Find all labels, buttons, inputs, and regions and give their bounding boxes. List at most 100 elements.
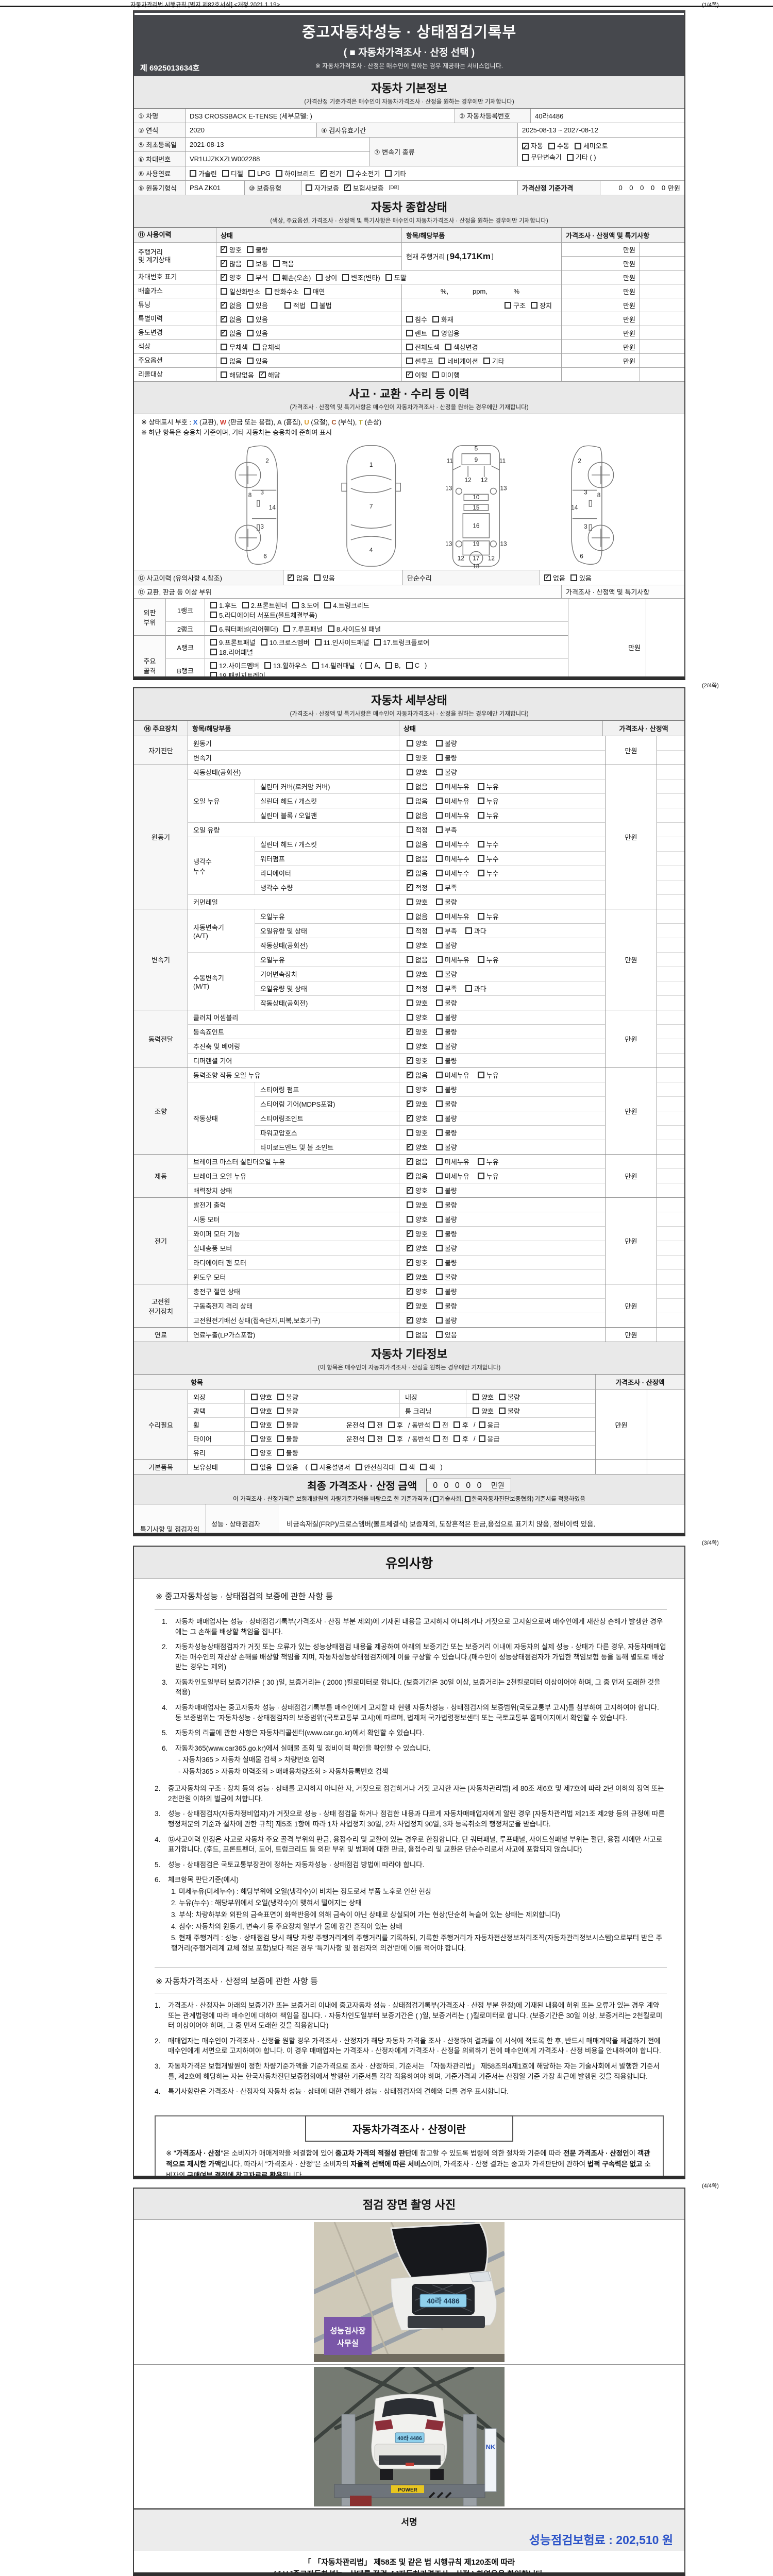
unchecked-checkbox[interactable] [435,1043,443,1049]
unchecked-checkbox[interactable] [246,274,254,281]
checked-checkbox[interactable] [407,1099,413,1107]
unchecked-checkbox[interactable] [407,841,413,848]
unchecked-checkbox[interactable] [246,329,254,336]
unchecked-checkbox[interactable] [210,625,217,632]
checked-checkbox[interactable] [221,273,227,281]
unchecked-checkbox[interactable] [498,1393,506,1400]
unchecked-checkbox[interactable] [477,956,484,963]
unchecked-checkbox[interactable] [324,602,331,609]
unchecked-checkbox[interactable] [406,343,413,350]
unchecked-checkbox[interactable] [435,1201,443,1208]
unchecked-checkbox[interactable] [435,1086,443,1093]
checked-checkbox[interactable] [407,1027,413,1035]
unchecked-checkbox[interactable] [407,1216,413,1223]
unchecked-checkbox[interactable] [222,170,229,177]
checked-checkbox[interactable] [407,1272,413,1280]
unchecked-checkbox[interactable] [435,1216,443,1223]
unchecked-checkbox[interactable] [277,1393,284,1400]
checked-checkbox[interactable] [344,183,351,191]
unchecked-checkbox[interactable] [407,1331,413,1338]
unchecked-checkbox[interactable] [277,1449,284,1456]
unchecked-checkbox[interactable] [210,639,217,646]
unchecked-checkbox[interactable] [477,798,484,804]
unchecked-checkbox[interactable] [190,170,196,177]
unchecked-checkbox[interactable] [306,184,312,191]
unchecked-checkbox[interactable] [435,1115,443,1122]
unchecked-checkbox[interactable] [388,1421,395,1428]
unchecked-checkbox[interactable] [407,985,413,992]
unchecked-checkbox[interactable] [465,1496,471,1502]
checked-checkbox[interactable] [407,1157,413,1165]
unchecked-checkbox[interactable] [548,143,555,149]
unchecked-checkbox[interactable] [251,1449,258,1456]
unchecked-checkbox[interactable] [407,1014,413,1021]
unchecked-checkbox[interactable] [246,357,254,364]
unchecked-checkbox[interactable] [221,287,227,295]
unchecked-checkbox[interactable] [435,812,443,819]
unchecked-checkbox[interactable] [435,942,443,948]
checked-checkbox[interactable] [407,1301,413,1309]
unchecked-checkbox[interactable] [407,1043,413,1049]
unchecked-checkbox[interactable] [407,1086,413,1093]
unchecked-checkbox[interactable] [221,371,227,378]
unchecked-checkbox[interactable] [406,315,413,323]
unchecked-checkbox[interactable] [435,798,443,804]
unchecked-checkbox[interactable] [210,649,217,656]
unchecked-checkbox[interactable] [432,315,439,323]
unchecked-checkbox[interactable] [407,754,413,761]
unchecked-checkbox[interactable] [477,1158,484,1165]
unchecked-checkbox[interactable] [407,812,413,819]
unchecked-checkbox[interactable] [435,1230,443,1237]
unchecked-checkbox[interactable] [365,662,373,669]
unchecked-checkbox[interactable] [433,1421,440,1428]
unchecked-checkbox[interactable] [246,301,254,309]
checked-checkbox[interactable] [407,883,413,891]
unchecked-checkbox[interactable] [406,329,413,336]
unchecked-checkbox[interactable] [210,662,217,669]
unchecked-checkbox[interactable] [435,956,443,963]
unchecked-checkbox[interactable] [277,1463,284,1470]
unchecked-checkbox[interactable] [407,999,413,1006]
unchecked-checkbox[interactable] [498,1407,506,1414]
unchecked-checkbox[interactable] [260,639,267,646]
unchecked-checkbox[interactable] [407,913,413,920]
unchecked-checkbox[interactable] [210,612,217,619]
unchecked-checkbox[interactable] [435,1072,443,1078]
unchecked-checkbox[interactable] [355,1463,362,1470]
unchecked-checkbox[interactable] [477,1072,484,1078]
unchecked-checkbox[interactable] [505,301,512,309]
unchecked-checkbox[interactable] [407,826,413,833]
checked-checkbox[interactable] [407,1315,413,1324]
unchecked-checkbox[interactable] [312,662,319,669]
unchecked-checkbox[interactable] [277,1407,284,1414]
unchecked-checkbox[interactable] [374,639,381,646]
unchecked-checkbox[interactable] [435,826,443,833]
checked-checkbox[interactable] [221,328,227,336]
unchecked-checkbox[interactable] [435,985,443,992]
unchecked-checkbox[interactable] [477,913,484,920]
unchecked-checkbox[interactable] [251,1421,258,1428]
unchecked-checkbox[interactable] [310,301,317,309]
unchecked-checkbox[interactable] [435,870,443,876]
unchecked-checkbox[interactable] [246,315,254,323]
unchecked-checkbox[interactable] [367,1421,375,1428]
checked-checkbox[interactable] [407,1229,413,1237]
checked-checkbox[interactable] [320,168,327,177]
unchecked-checkbox[interactable] [453,1421,460,1428]
unchecked-checkbox[interactable] [313,574,321,581]
unchecked-checkbox[interactable] [265,287,272,295]
unchecked-checkbox[interactable] [407,899,413,905]
unchecked-checkbox[interactable] [251,1435,258,1442]
unchecked-checkbox[interactable] [420,1463,427,1470]
unchecked-checkbox[interactable] [251,1407,258,1414]
unchecked-checkbox[interactable] [406,357,413,364]
checked-checkbox[interactable] [407,1113,413,1122]
unchecked-checkbox[interactable] [477,812,484,819]
unchecked-checkbox[interactable] [432,371,439,378]
unchecked-checkbox[interactable] [406,662,413,669]
unchecked-checkbox[interactable] [385,274,392,281]
unchecked-checkbox[interactable] [242,602,249,609]
unchecked-checkbox[interactable] [292,602,299,609]
checked-checkbox[interactable] [221,259,227,267]
checked-checkbox[interactable] [407,1243,413,1251]
